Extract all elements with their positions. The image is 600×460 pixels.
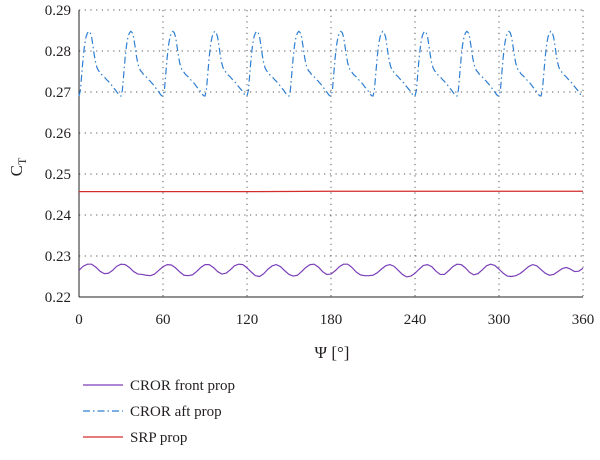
series-cror-front-prop xyxy=(79,264,583,277)
x-tick-label: 360 xyxy=(572,312,595,328)
legend-label: CROR aft prop xyxy=(130,404,222,420)
y-tick-label: 0.29 xyxy=(45,3,71,19)
y-axis-title: CT xyxy=(7,157,29,176)
x-tick-labels: 0 60 120 180 240 300 360 xyxy=(75,312,594,328)
y-tick-label: 0.22 xyxy=(45,290,71,306)
x-tick-label: 0 xyxy=(75,312,83,328)
legend-label: SRP prop xyxy=(130,430,187,446)
y-tick-label: 0.24 xyxy=(45,208,72,224)
y-axis-title-subscript: T xyxy=(15,157,29,165)
y-tick-labels: 0.22 0.23 0.24 0.25 0.26 0.27 0.28 0.29 xyxy=(45,3,72,306)
series-cror-aft-prop xyxy=(79,31,583,96)
y-tick-label: 0.23 xyxy=(45,249,71,265)
legend: CROR front prop CROR aft prop SRP prop xyxy=(83,378,235,446)
x-tick-label: 240 xyxy=(404,312,427,328)
y-tick-label: 0.25 xyxy=(45,167,71,183)
y-tick-label: 0.26 xyxy=(45,126,72,142)
y-tick-label: 0.27 xyxy=(45,85,72,101)
x-tick-label: 60 xyxy=(156,312,171,328)
y-axis-title-main: C xyxy=(7,165,26,176)
legend-label: CROR front prop xyxy=(130,378,235,394)
x-tick-label: 180 xyxy=(320,312,343,328)
y-tick-label: 0.28 xyxy=(45,44,71,60)
x-tick-label: 300 xyxy=(488,312,511,328)
grid xyxy=(79,10,583,297)
x-tick-label: 120 xyxy=(236,312,259,328)
x-axis-title: Ψ [°] xyxy=(315,343,350,362)
